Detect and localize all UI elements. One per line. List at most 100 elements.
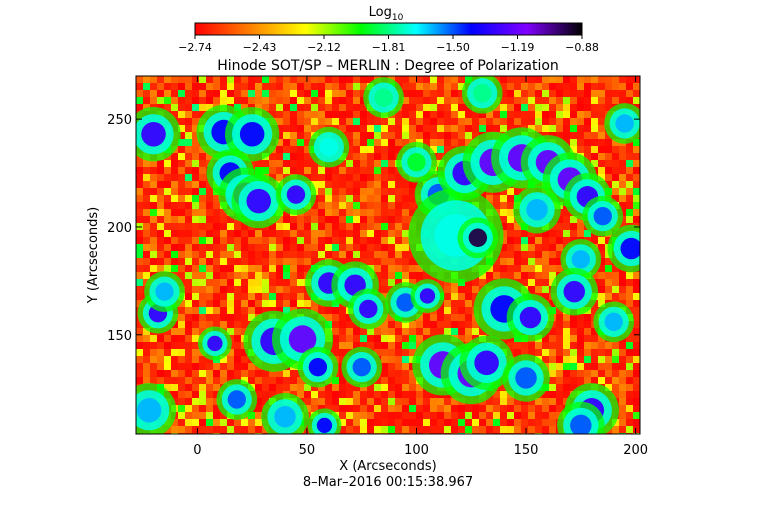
heatmap-cell — [346, 118, 353, 125]
heatmap-cell — [570, 90, 577, 97]
heatmap-cell — [171, 335, 178, 342]
heatmap-cell — [318, 104, 325, 111]
x-tick-label: 150 — [514, 443, 539, 458]
heatmap-cell — [227, 356, 234, 363]
heatmap-cell — [304, 300, 311, 307]
heatmap-cell — [178, 83, 185, 90]
heatmap-cell — [171, 104, 178, 111]
heatmap-cell — [479, 272, 486, 279]
heatmap-cell — [241, 426, 248, 433]
heatmap-cell — [374, 132, 381, 139]
heatmap-cell — [416, 104, 423, 111]
heatmap-cell — [409, 342, 416, 349]
heatmap-cell — [374, 181, 381, 188]
heatmap-cell — [458, 139, 465, 146]
heatmap-cell — [206, 237, 213, 244]
heatmap-cell — [409, 111, 416, 118]
heatmap-cell — [241, 314, 248, 321]
heatmap-cell — [276, 104, 283, 111]
colorbar-label: Log10 — [369, 5, 404, 23]
heatmap-cell — [276, 160, 283, 167]
heatmap-cell — [143, 195, 150, 202]
heatmap-cell — [318, 118, 325, 125]
heatmap-cell — [290, 251, 297, 258]
heatmap-cell — [199, 195, 206, 202]
heatmap-cell — [444, 111, 451, 118]
heatmap-cell — [318, 230, 325, 237]
heatmap-cell — [381, 223, 388, 230]
heatmap-cell — [283, 258, 290, 265]
heatmap-cell — [248, 419, 255, 426]
heatmap-cell — [150, 181, 157, 188]
heatmap-cell — [262, 370, 269, 377]
heatmap-cell — [192, 384, 199, 391]
heatmap-cell — [367, 391, 374, 398]
heatmap-cell — [500, 237, 507, 244]
heatmap-cell — [612, 426, 619, 433]
heatmap-cell — [528, 83, 535, 90]
heatmap-cell — [367, 335, 374, 342]
heatmap-cell — [360, 83, 367, 90]
heatmap-cell — [276, 293, 283, 300]
heatmap-cell — [192, 405, 199, 412]
structure-core — [319, 137, 339, 157]
heatmap-cell — [325, 237, 332, 244]
heatmap-cell — [612, 90, 619, 97]
heatmap-cell — [612, 160, 619, 167]
heatmap-cell — [549, 230, 556, 237]
heatmap-cell — [619, 293, 626, 300]
heatmap-cell — [633, 202, 640, 209]
heatmap-cell — [248, 293, 255, 300]
heatmap-cell — [598, 356, 605, 363]
heatmap-cell — [395, 377, 402, 384]
heatmap-cell — [227, 97, 234, 104]
heatmap-cell — [192, 258, 199, 265]
heatmap-cell — [332, 237, 339, 244]
heatmap-cell — [290, 223, 297, 230]
heatmap-cell — [535, 258, 542, 265]
heatmap-cell — [199, 174, 206, 181]
heatmap-cell — [367, 202, 374, 209]
heatmap-cell — [381, 202, 388, 209]
heatmap-cell — [283, 230, 290, 237]
heatmap-cell — [360, 195, 367, 202]
heatmap-cell — [542, 356, 549, 363]
heatmap-cell — [437, 279, 444, 286]
heatmap-cell — [598, 132, 605, 139]
heatmap-cell — [549, 328, 556, 335]
heatmap-cell — [171, 363, 178, 370]
heatmap-cell — [185, 195, 192, 202]
colorbar-ticks: −2.74 −2.43 −2.12 −1.81 −1.50 −1.19 −0.88 — [178, 35, 599, 54]
heatmap-cell — [360, 174, 367, 181]
heatmap-cell — [269, 251, 276, 258]
heatmap-cell — [584, 118, 591, 125]
heatmap-cell — [171, 251, 178, 258]
heatmap-cell — [325, 195, 332, 202]
heatmap-cell — [304, 174, 311, 181]
heatmap-cell — [304, 244, 311, 251]
heatmap-cell — [304, 139, 311, 146]
heatmap-cell — [570, 328, 577, 335]
heatmap-cell — [255, 370, 262, 377]
heatmap-cell — [136, 237, 143, 244]
heatmap-cell — [213, 363, 220, 370]
heatmap-cell — [241, 223, 248, 230]
heatmap-cell — [339, 216, 346, 223]
heatmap-cell — [353, 405, 360, 412]
heatmap-cell — [290, 230, 297, 237]
heatmap-cell — [297, 286, 304, 293]
heatmap-cell — [402, 251, 409, 258]
heatmap-cell — [339, 384, 346, 391]
heatmap-cell — [626, 384, 633, 391]
heatmap-cell — [556, 97, 563, 104]
heatmap-cell — [269, 370, 276, 377]
heatmap-cell — [374, 272, 381, 279]
heatmap-cell — [395, 335, 402, 342]
heatmap-cell — [353, 146, 360, 153]
heatmap-cell — [619, 426, 626, 433]
heatmap-cell — [199, 97, 206, 104]
heatmap-cell — [220, 265, 227, 272]
heatmap-cell — [346, 202, 353, 209]
heatmap-cell — [626, 188, 633, 195]
heatmap-cell — [633, 377, 640, 384]
